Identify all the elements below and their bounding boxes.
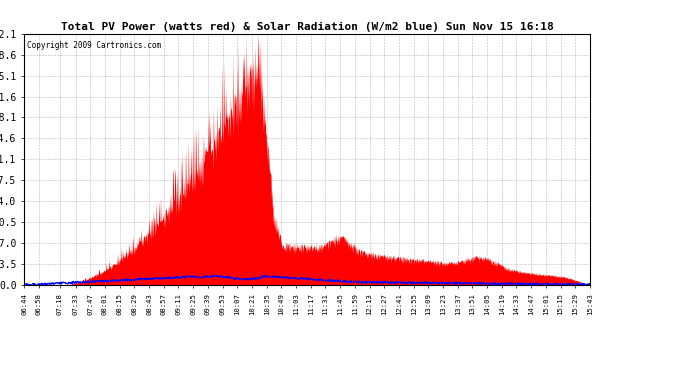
Title: Total PV Power (watts red) & Solar Radiation (W/m2 blue) Sun Nov 15 16:18: Total PV Power (watts red) & Solar Radia…	[61, 21, 553, 32]
Text: Copyright 2009 Cartronics.com: Copyright 2009 Cartronics.com	[27, 41, 161, 50]
